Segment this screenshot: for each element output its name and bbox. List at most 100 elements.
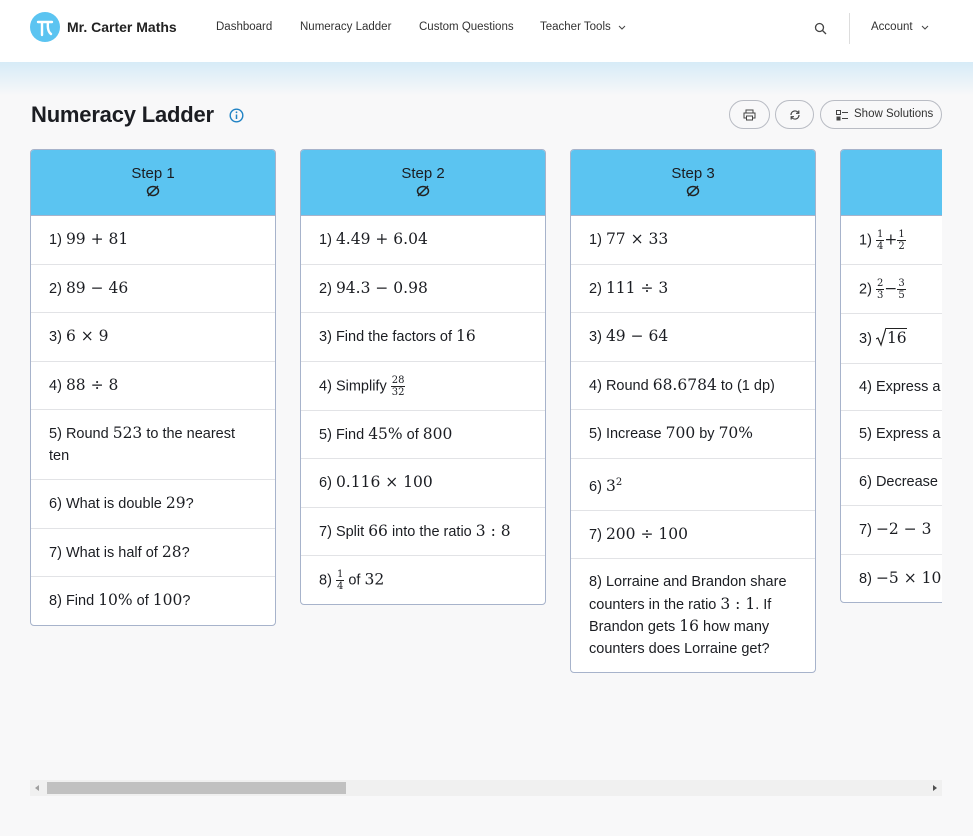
denominator: 4 <box>336 581 344 592</box>
math: 68.6784 <box>652 375 717 394</box>
question-row: 4) 88 ÷ 8 <box>31 362 275 410</box>
question-number: 2) <box>319 280 332 297</box>
nav-link[interactable]: Custom Questions <box>419 21 514 33</box>
math: 70% <box>718 424 754 442</box>
question-row: 3) 6 × 9 <box>31 313 275 362</box>
math: 77 × 33 <box>605 230 669 248</box>
question-number: 5) <box>589 426 602 442</box>
show-solutions-button[interactable]: Show Solutions <box>820 100 942 129</box>
math: 32 <box>364 570 385 589</box>
math: 99 + 81 <box>65 230 129 248</box>
ladder-column: Step 2 1) 4.49 + 6.04 2) 94.3 − 0.98 3) Fin… <box>300 149 546 605</box>
numerator: 28 <box>390 374 406 387</box>
question-text: of <box>132 593 153 609</box>
scroll-thumb[interactable] <box>47 782 346 794</box>
question-number: 7) <box>859 522 872 538</box>
question-row: 5) Increase 700 by 70% <box>571 410 815 459</box>
question-number: 1) <box>859 232 872 249</box>
question-row: 1) 1 4 +1 2 <box>841 216 942 265</box>
question-row: 3) 49 − 64 <box>571 313 815 362</box>
nav-link[interactable]: Dashboard <box>216 21 273 33</box>
question-number: 1) <box>589 232 602 248</box>
print-button[interactable] <box>729 100 770 129</box>
hide-answers-icon[interactable] <box>416 184 430 198</box>
question-text: Find the factors of <box>335 329 457 345</box>
question-number: 4) <box>589 377 602 394</box>
question-text: Lorraine and Brandon share counters in t… <box>589 574 787 613</box>
math: 800 <box>422 424 453 443</box>
math: + <box>884 230 898 249</box>
nav-link[interactable]: Teacher Tools <box>540 21 611 33</box>
hide-answers-icon[interactable] <box>146 184 160 198</box>
math: 100 <box>152 591 183 609</box>
math: 3 <box>605 476 616 495</box>
question-row: 2) 94.3 − 0.98 <box>301 265 545 313</box>
question-row: 1) 4.49 + 6.04 <box>301 216 545 265</box>
numerator: 3 <box>897 278 906 290</box>
nav-link[interactable]: Numeracy Ladder <box>300 21 392 33</box>
question-row: 6) 32 <box>571 459 815 511</box>
question-text: Find <box>335 426 369 443</box>
math: 94.3 − 0.98 <box>335 278 428 297</box>
question-number: 4) <box>859 378 872 395</box>
account-menu[interactable]: Account <box>871 21 913 33</box>
question-row: 1) 99 + 81 <box>31 216 275 265</box>
question-number: 5) <box>49 426 62 442</box>
question-number: 4) <box>319 377 332 394</box>
question-text: Split <box>335 523 369 540</box>
question-text: What is half of <box>65 544 162 561</box>
question-number: 8) <box>859 570 872 587</box>
column-header: Step 4 <box>841 150 942 216</box>
question-row: 1) 77 × 33 <box>571 216 815 265</box>
numerator: 1 <box>335 569 345 581</box>
question-row: 7) What is half of 28? <box>31 529 275 577</box>
math: 111 ÷ 3 <box>605 278 669 297</box>
search-icon[interactable] <box>814 22 827 35</box>
logo[interactable] <box>30 12 60 42</box>
question-row: 8) −5 × 10 <box>841 555 942 603</box>
page-title: Numeracy Ladder <box>31 102 214 127</box>
question-row: 5) Find 45% of 800 <box>301 411 545 459</box>
question-text: to the nearest ten <box>49 426 235 464</box>
question-number: 8) <box>319 572 332 589</box>
navbar: Mr. Carter Maths Dashboard Numeracy Ladd… <box>0 0 973 62</box>
question-text: how many counters does Lorraine get? <box>589 619 770 657</box>
brand[interactable]: Mr. Carter Maths <box>67 19 177 35</box>
question-number: 5) <box>319 426 332 443</box>
question-number: 6) <box>589 478 602 495</box>
question-row: 3) Find the factors of 16 <box>301 313 545 362</box>
ladder-column: Step 1 1) 99 + 81 2) 89 − 46 3) 6 × 9 4) 88 … <box>30 149 276 626</box>
question-row: 8) Find 10% of 100? <box>31 577 275 625</box>
radicand: 16 <box>885 328 907 347</box>
column-header: Step 1 <box>31 150 275 216</box>
scrollbar[interactable] <box>30 780 942 796</box>
fraction: 28 32 <box>390 374 406 398</box>
question-row: 6) Decrease <box>841 459 942 506</box>
hide-answers-icon[interactable] <box>686 184 700 198</box>
ladder-columns: Step 1 1) 99 + 81 2) 89 − 46 3) 6 × 9 4) 88 … <box>30 149 942 769</box>
nav-shadow <box>0 62 973 96</box>
ladder-column: Step 41) 14+122) 23−353) 164) Express a5… <box>840 149 942 603</box>
denominator: 5 <box>898 290 905 301</box>
question-row: 2) 111 ÷ 3 <box>571 265 815 313</box>
math: 700 <box>665 424 696 442</box>
math: 523 <box>112 424 143 442</box>
question-number: 7) <box>589 526 602 543</box>
question-number: 1) <box>49 232 62 248</box>
question-text: ? <box>181 544 190 561</box>
question-row: 4) Simplify 28 32 <box>301 362 545 411</box>
question-text: Decrease <box>875 473 938 490</box>
refresh-button[interactable] <box>775 100 814 129</box>
exponent: 2 <box>615 476 623 488</box>
question-text: to (1 dp) <box>716 377 775 394</box>
question-text: Increase <box>605 426 666 442</box>
question-number: 6) <box>319 475 332 491</box>
info-icon[interactable] <box>229 108 244 123</box>
question-number: 3) <box>589 329 602 345</box>
math: 10% <box>98 591 133 609</box>
